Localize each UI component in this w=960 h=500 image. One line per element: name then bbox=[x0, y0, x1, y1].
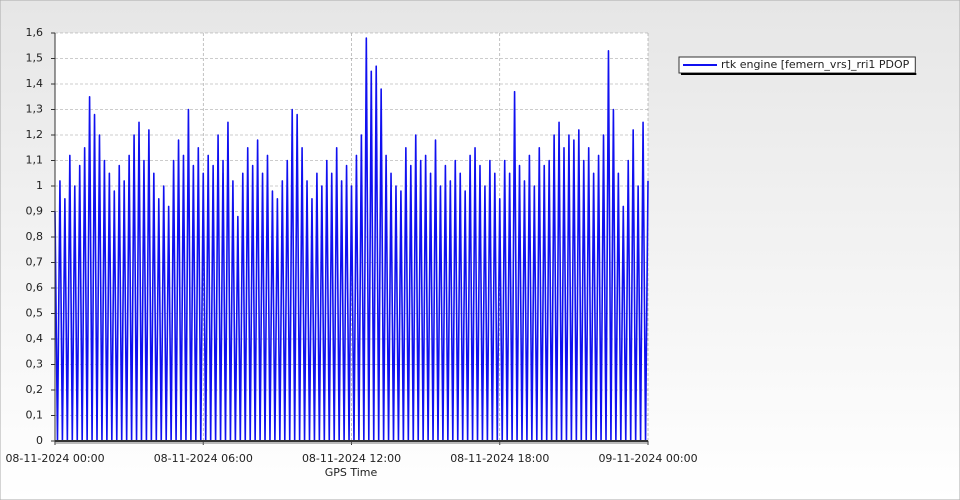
y-tick-label: 0,3 bbox=[26, 358, 44, 371]
y-tick-label: 0 bbox=[36, 434, 43, 447]
y-tick-label: 1,4 bbox=[26, 77, 44, 90]
x-axis-label: GPS Time bbox=[325, 466, 378, 479]
data-line bbox=[54, 37, 649, 442]
y-tick-label: 0,9 bbox=[26, 205, 44, 218]
y-tick-label: 1,5 bbox=[26, 52, 44, 65]
x-tick-label: 08-11-2024 18:00 bbox=[450, 452, 549, 465]
y-tick-label: 0,1 bbox=[26, 409, 44, 422]
legend-label: rtk engine [femern_vrs]_rri1 PDOP bbox=[721, 58, 910, 71]
x-tick-label: 09-11-2024 00:00 bbox=[598, 452, 697, 465]
y-tick-label: 0,4 bbox=[26, 332, 44, 345]
y-tick-label: 0,5 bbox=[26, 307, 44, 320]
y-tick-label: 1,3 bbox=[26, 103, 44, 116]
y-tick-label: 0,7 bbox=[26, 256, 44, 269]
y-tick-label: 0,8 bbox=[26, 230, 44, 243]
y-tick-label: 0,6 bbox=[26, 281, 44, 294]
y-tick-label: 1,6 bbox=[26, 26, 44, 39]
x-tick-label: 08-11-2024 06:00 bbox=[154, 452, 253, 465]
x-tick-label: 08-11-2024 12:00 bbox=[302, 452, 401, 465]
y-tick-label: 1,1 bbox=[26, 154, 44, 167]
y-tick-label: 1,2 bbox=[26, 128, 44, 141]
x-tick-label: 08-11-2024 00:00 bbox=[5, 452, 104, 465]
y-tick-label: 1 bbox=[36, 179, 43, 192]
y-tick-label: 0,2 bbox=[26, 383, 44, 396]
